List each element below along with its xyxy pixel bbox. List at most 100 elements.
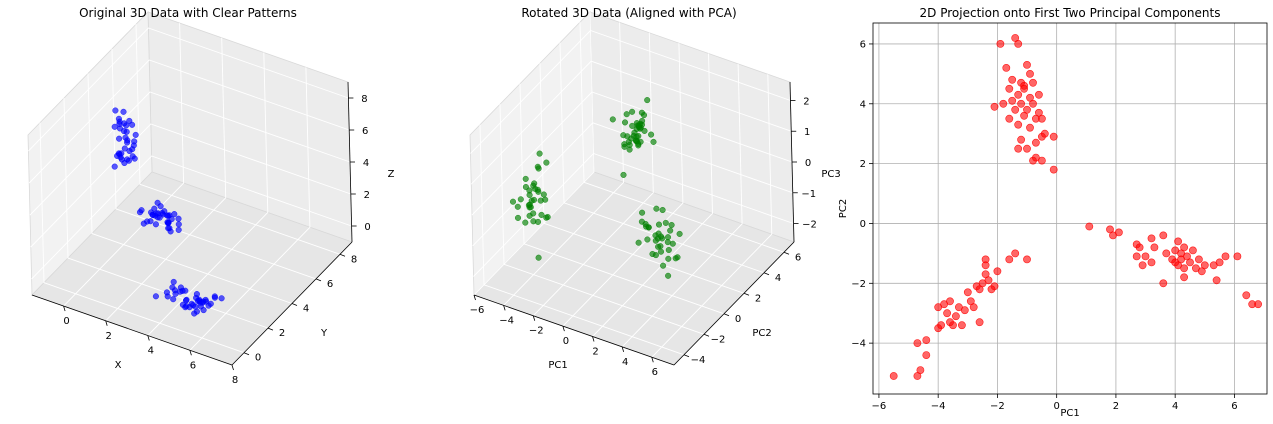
data-point	[626, 141, 633, 148]
data-point	[640, 112, 648, 119]
y-tick	[703, 333, 710, 337]
y-gridline	[579, 22, 785, 253]
data-point	[177, 288, 184, 295]
data-point	[1029, 99, 1037, 108]
y-tick-label: 2	[279, 328, 285, 339]
x-axis-label: PC1	[548, 360, 567, 371]
y-tick-label: −2	[851, 279, 866, 290]
y-gridline	[135, 24, 341, 255]
data-point	[981, 255, 990, 264]
data-point	[1038, 156, 1046, 165]
data-point	[151, 205, 158, 212]
y-tick-label: 0	[735, 314, 741, 325]
x-axis-label: PC1	[1060, 408, 1079, 419]
z-tick-label: 0	[805, 158, 811, 169]
data-point	[175, 221, 182, 228]
chart-rotated-3d: −6 −4 −2 0 2 4 6 −4 −2 0 2 4 6 −2 −1 0 1 2 PC1 PC2 PC3 Rotate…	[469, 6, 841, 378]
data-point	[514, 214, 522, 221]
data-point	[1109, 231, 1117, 240]
data-point	[621, 119, 629, 126]
data-point	[629, 122, 636, 129]
y-tick	[267, 327, 274, 331]
data-point	[171, 211, 178, 218]
data-point	[1147, 258, 1156, 267]
data-point	[1195, 255, 1203, 264]
data-point	[1212, 276, 1221, 285]
x-tick-label: 2	[592, 346, 598, 357]
data-point	[122, 134, 129, 141]
data-point	[1180, 264, 1188, 273]
x-axis-label: X	[115, 360, 122, 371]
data-point	[170, 278, 177, 285]
data-point	[534, 218, 542, 225]
data-point	[530, 182, 537, 189]
data-point	[1014, 144, 1023, 153]
data-point	[1038, 114, 1046, 123]
data-point	[1162, 249, 1171, 258]
data-point	[922, 351, 931, 359]
x-gridline	[651, 74, 773, 358]
x-gridline	[621, 63, 743, 348]
data-point	[218, 295, 225, 302]
data-point	[534, 186, 541, 193]
data-point	[111, 163, 118, 170]
data-point	[667, 227, 674, 234]
x-tick	[147, 335, 150, 341]
data-point	[170, 296, 177, 303]
data-point	[996, 40, 1005, 48]
data-point	[975, 285, 984, 294]
data-point	[1008, 75, 1017, 84]
x-tick-label: −2	[529, 326, 544, 337]
data-point	[1085, 222, 1094, 231]
x-tick-label: −6	[470, 305, 485, 316]
x-tick	[621, 346, 625, 352]
data-point	[990, 102, 999, 111]
data-point	[131, 155, 138, 162]
data-point	[1180, 243, 1188, 252]
x-axis-line	[473, 294, 675, 366]
z-gridline	[470, 60, 792, 185]
data-point	[993, 267, 1002, 276]
data-point	[1174, 237, 1182, 246]
data-point	[1141, 252, 1150, 261]
data-point	[1005, 114, 1014, 123]
data-point	[509, 198, 517, 205]
x-gridline	[592, 53, 713, 337]
data-point	[188, 300, 195, 307]
data-point	[112, 107, 119, 114]
data-point	[182, 297, 190, 304]
plot-area	[873, 23, 1267, 394]
x-tick	[651, 357, 654, 363]
data-point	[665, 255, 672, 262]
x-gridline	[473, 11, 595, 296]
z-tick-label: 4	[363, 158, 369, 169]
data-point	[164, 293, 171, 300]
z-gridline	[29, 91, 351, 216]
data-point	[1020, 81, 1028, 90]
y-tick	[723, 313, 730, 317]
data-point	[676, 230, 683, 237]
z-gridline	[30, 123, 351, 248]
data-point	[1035, 90, 1043, 99]
data-point	[1186, 258, 1194, 267]
y-gridline	[479, 124, 685, 356]
data-point	[655, 230, 662, 237]
y-tick-label: 0	[255, 353, 261, 364]
z-gridline	[31, 155, 352, 280]
data-point	[1029, 156, 1037, 165]
data-point	[650, 138, 657, 145]
data-point	[528, 197, 535, 204]
y-tick-label: 2	[860, 159, 866, 170]
data-point	[1138, 261, 1147, 270]
y-tick-label: 6	[327, 279, 333, 290]
data-point	[620, 171, 627, 178]
data-point	[664, 234, 672, 241]
data-point	[943, 309, 951, 318]
data-point	[1014, 90, 1023, 99]
data-point	[167, 228, 174, 235]
x-tick-label: −4	[931, 401, 946, 412]
data-point	[193, 308, 200, 315]
data-point	[963, 288, 972, 297]
data-point	[1254, 300, 1262, 309]
data-point	[1026, 70, 1034, 78]
